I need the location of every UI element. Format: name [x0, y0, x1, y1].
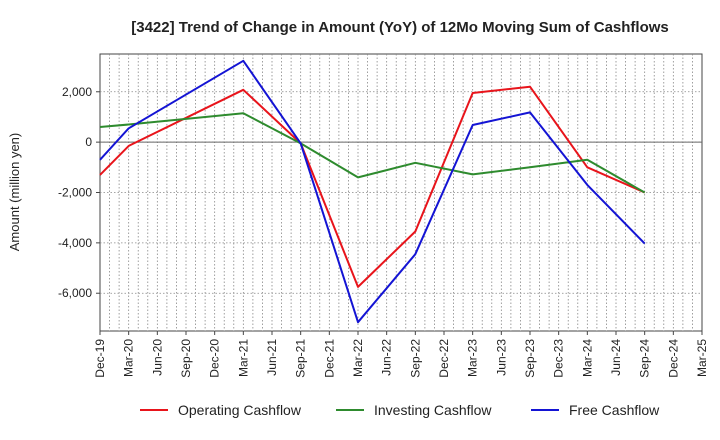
series-line-investing-cashflow: [99, 112, 646, 194]
series-lines: [99, 59, 646, 324]
x-tick-label: Mar-22: [351, 339, 365, 377]
x-tick-label: Jun-21: [265, 339, 279, 376]
x-tick-label: Dec-23: [552, 339, 566, 378]
y-tick-label: -2,000: [58, 186, 92, 200]
x-tick-label: Sep-23: [523, 339, 537, 378]
x-tick-label: Dec-24: [666, 339, 680, 378]
chart-title: [3422] Trend of Change in Amount (YoY) o…: [131, 19, 669, 36]
x-tick-label: Mar-20: [122, 339, 136, 377]
x-tick-label: Mar-23: [466, 339, 480, 377]
x-tick-label: Jun-20: [150, 339, 164, 376]
x-tick-label: Jun-24: [609, 339, 623, 376]
y-axis-ticks: -6,000 -4,000 -2,000 0 2,000: [58, 85, 100, 300]
x-tick-label: Sep-21: [294, 339, 308, 378]
y-tick-label: 0: [85, 135, 92, 149]
x-axis-ticks: Dec-19 Mar-20 Jun-20 Sep-20 Dec-20 Mar-21 Jun-…: [93, 331, 709, 378]
x-tick-label: Jun-23: [494, 339, 508, 376]
x-tick-label: Dec-20: [208, 339, 222, 378]
x-tick-label: Sep-22: [408, 339, 422, 378]
x-tick-label: Mar-21: [236, 339, 250, 377]
legend: Operating Cashflow Investing Cashflow Free…: [140, 402, 660, 418]
x-tick-label: Mar-25: [695, 339, 709, 377]
y-tick-label: -6,000: [58, 286, 92, 300]
legend-label: Operating Cashflow: [178, 402, 302, 418]
y-tick-label: -4,000: [58, 236, 92, 250]
series-line-free-cashflow: [99, 59, 646, 324]
x-tick-label: Sep-20: [179, 339, 193, 378]
legend-label: Investing Cashflow: [374, 402, 492, 418]
legend-label: Free Cashflow: [569, 402, 660, 418]
x-tick-label: Dec-19: [93, 339, 107, 378]
x-tick-label: Dec-21: [322, 339, 336, 378]
x-tick-label: Sep-24: [638, 339, 652, 378]
y-tick-label: 2,000: [62, 85, 92, 99]
x-tick-label: Jun-22: [380, 339, 394, 376]
x-tick-label: Mar-24: [580, 339, 594, 377]
grid: [100, 54, 702, 331]
y-axis-label: Amount (million yen): [7, 133, 22, 252]
x-tick-label: Dec-22: [437, 339, 451, 378]
